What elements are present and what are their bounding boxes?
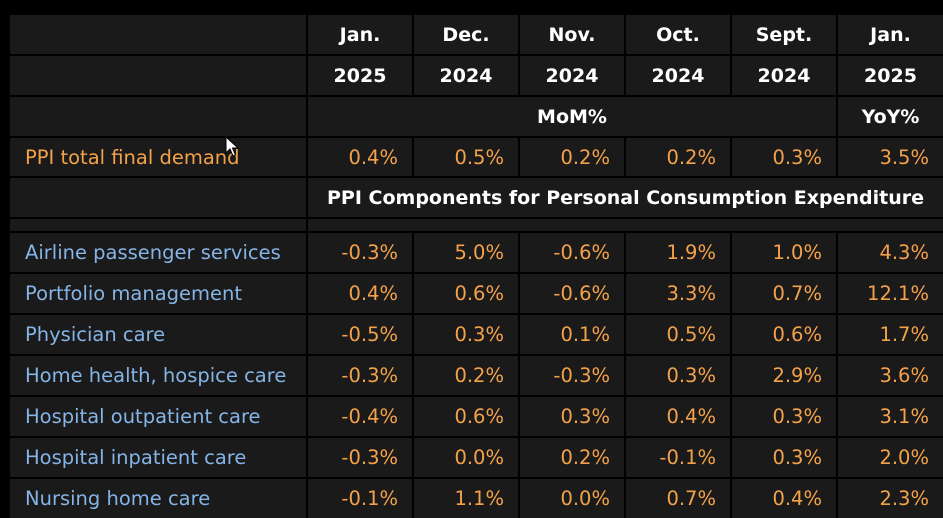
component-value: -0.3% <box>520 356 624 395</box>
spacer-cell <box>10 219 306 231</box>
component-value: 0.2% <box>414 356 518 395</box>
col-month-6: Jan. <box>838 15 943 54</box>
col-month-1: Jan. <box>308 15 412 54</box>
total-value: 0.4% <box>308 138 412 176</box>
component-label: Hospital outpatient care <box>10 397 306 436</box>
component-value: 1.9% <box>626 233 730 272</box>
component-value: 2.0% <box>838 438 943 477</box>
component-label: Portfolio management <box>10 274 306 313</box>
header-blank-cell <box>10 56 306 95</box>
component-label: Nursing home care <box>10 479 306 518</box>
total-value: 0.5% <box>414 138 518 176</box>
component-value: 5.0% <box>414 233 518 272</box>
mouse-pointer-icon <box>225 136 239 157</box>
total-value: 0.2% <box>520 138 624 176</box>
component-value: -0.3% <box>308 438 412 477</box>
component-value: 0.3% <box>520 397 624 436</box>
component-value: -0.5% <box>308 315 412 354</box>
component-value: 0.3% <box>626 356 730 395</box>
component-value: 0.0% <box>520 479 624 518</box>
component-label: Home health, hospice care <box>10 356 306 395</box>
yoy-label: YoY% <box>838 97 943 136</box>
col-year-3: 2024 <box>520 56 624 95</box>
component-value: 0.7% <box>626 479 730 518</box>
component-value: 1.7% <box>838 315 943 354</box>
col-month-5: Sept. <box>732 15 836 54</box>
header-blank-cell <box>10 97 306 136</box>
component-value: 0.6% <box>732 315 836 354</box>
section-blank-cell <box>10 178 306 217</box>
component-value: -0.6% <box>520 233 624 272</box>
total-row-label: PPI total final demand <box>10 138 306 176</box>
component-label: Airline passenger services <box>10 233 306 272</box>
component-value: 0.2% <box>520 438 624 477</box>
component-value: 0.4% <box>732 479 836 518</box>
ppi-table: Jan. Dec. Nov. Oct. Sept. Jan. 2025 2024… <box>10 15 943 518</box>
col-month-4: Oct. <box>626 15 730 54</box>
col-month-2: Dec. <box>414 15 518 54</box>
col-year-1: 2025 <box>308 56 412 95</box>
header-blank-cell <box>10 15 306 54</box>
component-value: 0.3% <box>732 438 836 477</box>
component-value: -0.1% <box>626 438 730 477</box>
total-value: 0.2% <box>626 138 730 176</box>
component-value: 4.3% <box>838 233 943 272</box>
component-value: 0.3% <box>414 315 518 354</box>
col-year-2: 2024 <box>414 56 518 95</box>
total-value: 0.3% <box>732 138 836 176</box>
component-label: Hospital inpatient care <box>10 438 306 477</box>
component-value: 2.9% <box>732 356 836 395</box>
component-value: -0.1% <box>308 479 412 518</box>
total-value: 3.5% <box>838 138 943 176</box>
component-value: -0.6% <box>520 274 624 313</box>
component-value: 3.1% <box>838 397 943 436</box>
component-value: 1.0% <box>732 233 836 272</box>
spacer-cell <box>308 219 943 231</box>
col-year-5: 2024 <box>732 56 836 95</box>
mom-label: MoM% <box>308 97 836 136</box>
component-value: 2.3% <box>838 479 943 518</box>
component-value: 1.1% <box>414 479 518 518</box>
component-value: 0.6% <box>414 397 518 436</box>
component-value: 0.0% <box>414 438 518 477</box>
component-value: -0.4% <box>308 397 412 436</box>
component-label: Physician care <box>10 315 306 354</box>
component-value: 0.4% <box>626 397 730 436</box>
components-title: PPI Components for Personal Consumption … <box>308 178 943 217</box>
col-month-3: Nov. <box>520 15 624 54</box>
component-value: -0.3% <box>308 233 412 272</box>
component-value: 3.6% <box>838 356 943 395</box>
component-value: 0.3% <box>732 397 836 436</box>
component-value: 0.1% <box>520 315 624 354</box>
component-value: 12.1% <box>838 274 943 313</box>
col-year-4: 2024 <box>626 56 730 95</box>
component-value: -0.3% <box>308 356 412 395</box>
component-value: 0.5% <box>626 315 730 354</box>
component-value: 0.7% <box>732 274 836 313</box>
component-value: 0.4% <box>308 274 412 313</box>
component-value: 0.6% <box>414 274 518 313</box>
col-year-6: 2025 <box>838 56 943 95</box>
component-value: 3.3% <box>626 274 730 313</box>
